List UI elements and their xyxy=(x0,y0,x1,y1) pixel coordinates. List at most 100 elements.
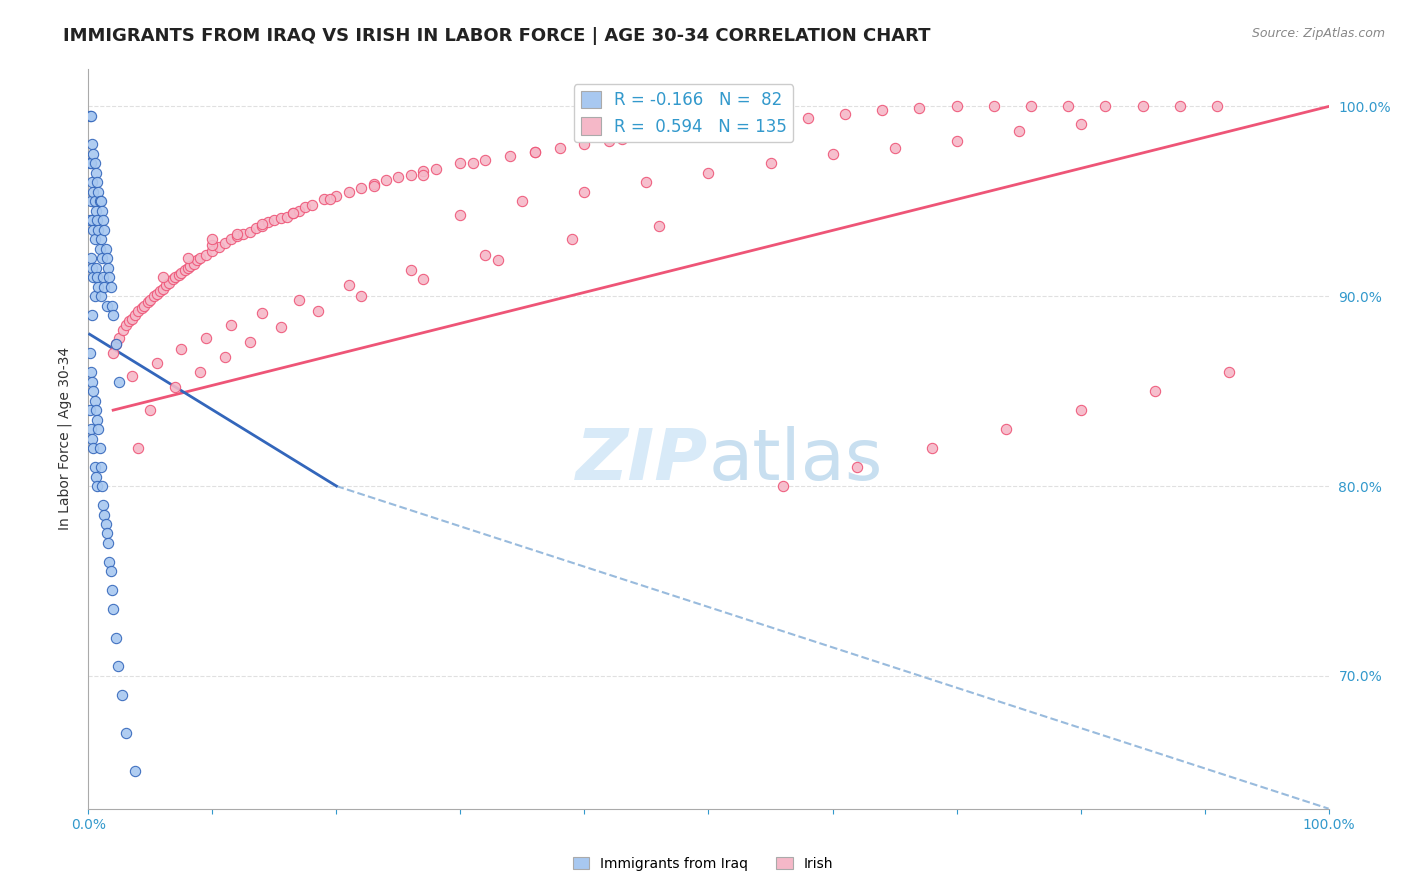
Point xyxy=(94,242,117,256)
Point xyxy=(257,215,280,229)
Point xyxy=(188,365,211,379)
Point xyxy=(98,270,121,285)
Point xyxy=(162,272,184,286)
Point xyxy=(387,169,409,184)
Text: Source: ZipAtlas.com: Source: ZipAtlas.com xyxy=(1251,27,1385,40)
Point xyxy=(399,168,422,182)
Point xyxy=(723,119,745,133)
Point xyxy=(101,299,124,313)
Point xyxy=(98,555,121,569)
Point xyxy=(245,221,267,235)
Point xyxy=(188,252,211,266)
Point xyxy=(87,223,110,237)
Point xyxy=(214,236,236,251)
Point xyxy=(759,156,782,170)
Point xyxy=(96,526,118,541)
Point xyxy=(195,247,218,261)
Point xyxy=(239,225,262,239)
Point xyxy=(139,293,162,307)
Point xyxy=(945,99,967,113)
Text: IMMIGRANTS FROM IRAQ VS IRISH IN LABOR FORCE | AGE 30-34 CORRELATION CHART: IMMIGRANTS FROM IRAQ VS IRISH IN LABOR F… xyxy=(63,27,931,45)
Legend: R = -0.166   N =  82, R =  0.594   N = 135: R = -0.166 N = 82, R = 0.594 N = 135 xyxy=(574,84,793,142)
Point xyxy=(239,334,262,349)
Point xyxy=(82,441,104,455)
Point xyxy=(250,219,273,233)
Point xyxy=(83,232,105,246)
Text: ZIP: ZIP xyxy=(576,426,709,495)
Point xyxy=(93,508,115,522)
Point xyxy=(82,147,104,161)
Point xyxy=(82,270,104,285)
Point xyxy=(1019,99,1042,113)
Point xyxy=(561,232,583,246)
Point xyxy=(281,206,304,220)
Point xyxy=(1132,99,1154,113)
Point xyxy=(91,479,114,493)
Point xyxy=(124,308,146,322)
Point xyxy=(207,240,229,254)
Point xyxy=(152,282,174,296)
Point xyxy=(523,145,546,159)
Point xyxy=(145,287,167,301)
Point xyxy=(183,257,205,271)
Point xyxy=(86,175,108,189)
Point xyxy=(337,277,360,292)
Point xyxy=(80,213,103,227)
Point xyxy=(145,356,167,370)
Point xyxy=(179,259,201,273)
Point xyxy=(104,336,127,351)
Point xyxy=(155,277,177,292)
Point xyxy=(79,213,101,227)
Point xyxy=(108,375,131,389)
Point xyxy=(412,168,434,182)
Point xyxy=(80,422,103,436)
Point xyxy=(80,175,103,189)
Point xyxy=(143,289,166,303)
Point xyxy=(167,268,190,283)
Point xyxy=(219,232,242,246)
Point xyxy=(80,365,103,379)
Point xyxy=(250,217,273,231)
Point xyxy=(486,253,509,268)
Point xyxy=(226,227,249,241)
Point xyxy=(512,194,534,209)
Point xyxy=(84,260,107,275)
Point xyxy=(449,156,471,170)
Point xyxy=(107,659,129,673)
Point xyxy=(100,279,122,293)
Point xyxy=(93,223,115,237)
Point xyxy=(80,260,103,275)
Point xyxy=(83,289,105,303)
Point xyxy=(176,252,198,266)
Point xyxy=(232,227,254,241)
Point xyxy=(101,346,124,360)
Point xyxy=(79,346,101,360)
Point xyxy=(685,124,707,138)
Point xyxy=(201,232,224,246)
Point xyxy=(294,200,316,214)
Point xyxy=(86,479,108,493)
Point xyxy=(1143,384,1166,399)
Point xyxy=(170,267,193,281)
Point xyxy=(157,276,180,290)
Point xyxy=(90,194,112,209)
Point xyxy=(127,441,149,455)
Point xyxy=(86,270,108,285)
Point xyxy=(79,403,101,417)
Point xyxy=(83,156,105,170)
Point xyxy=(96,252,118,266)
Point xyxy=(139,403,162,417)
Point xyxy=(82,223,104,237)
Point xyxy=(610,132,633,146)
Point xyxy=(124,764,146,778)
Point xyxy=(89,194,111,209)
Point xyxy=(201,244,224,258)
Point xyxy=(131,301,153,315)
Point xyxy=(363,178,385,192)
Point xyxy=(759,114,782,128)
Point xyxy=(83,194,105,209)
Point xyxy=(136,295,159,310)
Point xyxy=(796,111,818,125)
Point xyxy=(195,331,218,345)
Point xyxy=(412,164,434,178)
